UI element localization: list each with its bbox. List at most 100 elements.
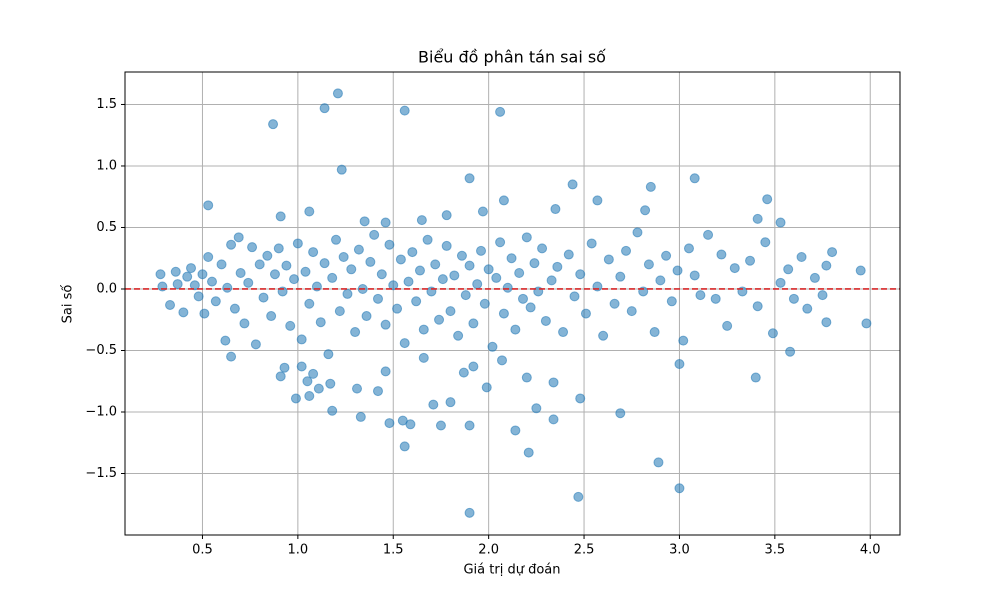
point xyxy=(275,371,286,382)
point xyxy=(290,393,301,404)
x-tick-label: 3.0 xyxy=(669,543,690,558)
point xyxy=(327,272,338,283)
point xyxy=(302,376,313,387)
point xyxy=(327,405,338,416)
point xyxy=(416,215,427,226)
point xyxy=(182,271,193,282)
point xyxy=(258,292,269,303)
point xyxy=(775,277,786,288)
point xyxy=(399,441,410,452)
point xyxy=(598,330,609,341)
point xyxy=(468,318,479,329)
point xyxy=(414,265,425,276)
point xyxy=(418,352,429,363)
point xyxy=(655,275,666,286)
point xyxy=(540,315,551,326)
point xyxy=(788,293,799,304)
point xyxy=(661,250,672,261)
point xyxy=(395,254,406,265)
point xyxy=(313,383,324,394)
point xyxy=(226,351,237,362)
point xyxy=(531,403,542,414)
point xyxy=(760,237,771,248)
point xyxy=(292,238,303,249)
point xyxy=(809,272,820,283)
point xyxy=(269,269,280,280)
point xyxy=(229,303,240,314)
point xyxy=(376,269,387,280)
y-tick-label: −1.5 xyxy=(85,466,117,481)
point xyxy=(418,324,429,335)
point xyxy=(567,179,578,190)
point xyxy=(285,320,296,331)
chart-title: Biểu đồ phân tán sai số xyxy=(418,48,606,67)
point xyxy=(247,242,258,253)
point xyxy=(323,349,334,360)
point xyxy=(384,418,395,429)
point xyxy=(722,320,733,331)
point xyxy=(506,253,517,264)
point xyxy=(827,247,838,258)
point xyxy=(456,250,467,261)
point xyxy=(817,290,828,301)
point xyxy=(767,328,778,339)
plot-frame xyxy=(124,71,901,536)
point xyxy=(226,239,237,250)
point xyxy=(548,377,559,388)
point xyxy=(458,367,469,378)
point xyxy=(502,282,513,293)
point xyxy=(674,359,685,370)
x-tick-label: 4.0 xyxy=(860,543,881,558)
point xyxy=(674,483,685,494)
point xyxy=(464,173,475,184)
y-axis-label: Sai số xyxy=(61,285,76,324)
point xyxy=(643,259,654,270)
y-tick-label: 0.0 xyxy=(96,281,117,296)
point xyxy=(441,240,452,251)
y-tick-label: −1.0 xyxy=(85,404,117,419)
y-tick-label: 1.0 xyxy=(96,158,117,173)
point xyxy=(372,386,383,397)
point xyxy=(460,290,471,301)
point xyxy=(468,361,479,372)
point xyxy=(569,291,580,302)
point xyxy=(586,238,597,249)
point xyxy=(498,308,509,319)
point xyxy=(399,105,410,116)
point xyxy=(365,256,376,267)
point xyxy=(296,334,307,345)
point xyxy=(279,362,290,373)
point xyxy=(558,327,569,338)
point xyxy=(785,346,796,357)
x-tick-label: 3.5 xyxy=(764,543,785,558)
point xyxy=(193,291,204,302)
point xyxy=(308,368,319,379)
point xyxy=(626,306,637,317)
point xyxy=(304,298,315,309)
point xyxy=(678,335,689,346)
point xyxy=(186,263,197,274)
point xyxy=(430,259,441,270)
point xyxy=(275,211,286,222)
point xyxy=(315,317,326,328)
point xyxy=(521,232,532,243)
point xyxy=(615,408,626,419)
x-tick-label: 2.5 xyxy=(574,543,595,558)
point xyxy=(510,324,521,335)
point xyxy=(487,341,498,352)
point xyxy=(203,252,214,263)
point xyxy=(445,306,456,317)
point xyxy=(510,425,521,436)
point xyxy=(210,296,221,307)
point xyxy=(632,227,643,238)
point xyxy=(514,267,525,278)
point xyxy=(476,245,487,256)
point xyxy=(689,173,700,184)
point xyxy=(672,265,683,276)
point xyxy=(388,280,399,291)
point xyxy=(359,216,370,227)
point xyxy=(289,274,300,285)
point xyxy=(550,204,561,215)
point xyxy=(207,276,218,287)
point xyxy=(380,366,391,377)
